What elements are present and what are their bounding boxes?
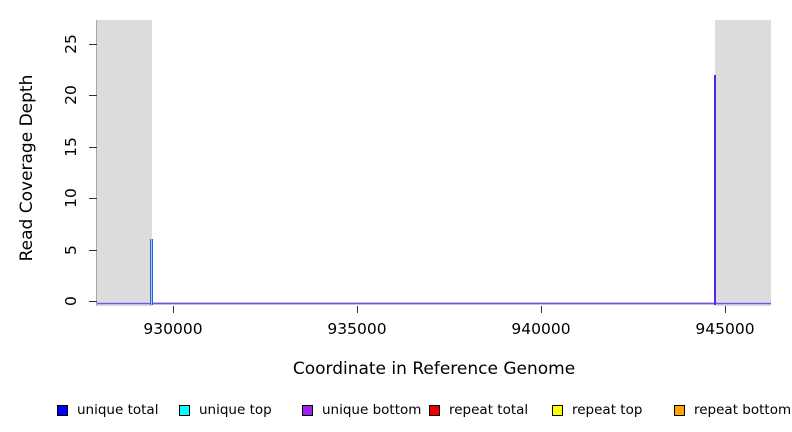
y-tick [89,249,97,251]
legend-label: repeat total [449,402,529,418]
legend-item: repeat top [552,402,642,418]
x-tick [172,306,174,313]
legend-label: repeat bottom [694,402,792,418]
x-axis-title: Coordinate in Reference Genome [292,359,576,379]
y-tick [89,43,97,45]
y-tick-label: 25 [62,33,80,54]
plot-frame-left [96,20,97,306]
coverage-baseline [97,302,771,305]
y-tick [89,95,97,97]
y-tick-label: 10 [62,188,80,208]
y-tick [89,146,97,148]
legend-label: repeat top [572,402,643,418]
plot-area [97,20,771,306]
legend-swatch [179,404,190,416]
x-tick-label: 940000 [511,320,571,338]
y-tick-label: 0 [62,296,80,306]
y-tick [89,198,97,200]
legend-swatch [429,404,440,416]
legend-item: unique top [179,402,272,418]
legend-swatch [552,404,563,416]
flanking-region-left [97,20,153,306]
x-tick-label: 930000 [143,320,203,338]
legend-label: unique bottom [322,402,422,418]
legend-swatch [302,404,313,416]
x-tick [540,306,542,313]
flanking-region-right [715,20,771,306]
x-tick [356,306,358,313]
coverage-spike [150,239,154,305]
legend-label: unique top [199,402,272,418]
y-axis-title: Read Coverage Depth [17,74,37,262]
y-tick-label: 20 [62,85,80,105]
y-tick [89,301,97,302]
x-tick-label: 935000 [327,320,387,338]
legend-item: repeat total [429,402,528,418]
legend-item: unique total [57,402,158,418]
y-tick-label: 5 [62,244,80,255]
x-tick-label: 945000 [695,320,755,338]
legend-swatch [57,404,68,416]
coverage-spike [713,74,716,305]
legend-swatch [674,404,685,416]
y-tick-label: 15 [62,136,80,157]
x-tick [724,306,726,313]
legend-item: repeat bottom [674,402,791,418]
legend-item: unique bottom [302,402,421,418]
legend: unique total unique top unique bottom repea… [0,398,792,424]
legend-label: unique total [77,402,159,418]
